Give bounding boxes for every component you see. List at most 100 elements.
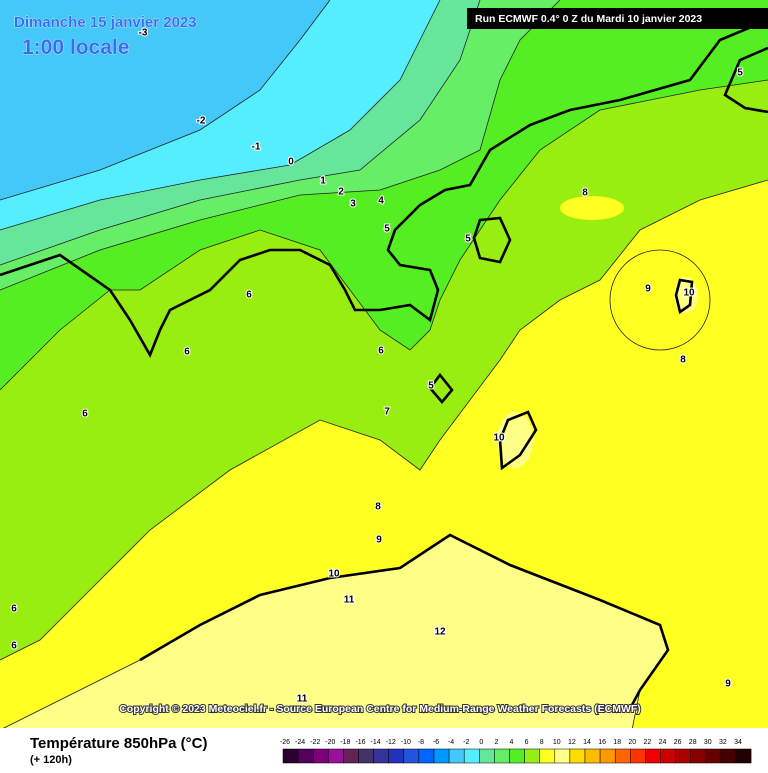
scale-label: 2 <box>494 739 498 746</box>
scale-swatch <box>312 748 329 764</box>
contour-label: 6 <box>184 347 190 358</box>
contour-label: 12 <box>434 627 446 638</box>
scale-label: -22 <box>310 739 320 746</box>
scale-label: 6 <box>525 739 529 746</box>
contour <box>0 0 561 291</box>
field <box>0 0 330 200</box>
scale-swatch <box>599 748 616 764</box>
scale-label: 26 <box>674 739 682 746</box>
contour <box>0 179 768 661</box>
scale-label: 24 <box>659 739 667 746</box>
scale-label: -18 <box>340 739 350 746</box>
map-time: 1:00 locale <box>22 36 129 59</box>
thick-contour <box>498 410 538 471</box>
scale-swatch <box>705 748 722 764</box>
scale-label: 22 <box>644 739 652 746</box>
scale-swatch <box>343 748 359 764</box>
contour-lines <box>0 0 768 731</box>
contour-label: 11 <box>297 694 308 705</box>
scale-swatch <box>448 748 465 764</box>
contour-label: 6 <box>11 641 17 652</box>
scale-swatch <box>328 748 344 764</box>
contour-label: -3 <box>139 28 148 39</box>
contour-label: 5 <box>428 381 434 392</box>
scale-label: 8 <box>540 739 544 746</box>
scale-swatch <box>388 748 405 764</box>
scale-swatch <box>282 748 299 764</box>
scale-label: 30 <box>704 739 712 746</box>
scale-swatch <box>675 748 691 764</box>
scale-label: 18 <box>613 739 621 746</box>
scale-swatch <box>418 748 435 764</box>
contour-label: 2 <box>338 187 344 198</box>
contour <box>0 0 441 231</box>
contour-label: 9 <box>725 679 731 690</box>
contour-label: 7 <box>384 407 390 418</box>
legend-title: Température 850hPa (°C) <box>30 735 207 752</box>
thick-contour <box>428 372 454 405</box>
scale-label: -10 <box>401 739 411 746</box>
thick-contour <box>472 216 512 264</box>
contour-label: 9 <box>376 535 382 546</box>
contour-label: 10 <box>493 433 505 444</box>
scale-swatch <box>509 748 525 764</box>
scale-label: 28 <box>689 739 697 746</box>
contour-label: 6 <box>82 409 88 420</box>
scale-label: 16 <box>598 739 606 746</box>
contour-label: 4 <box>378 196 384 207</box>
scale-swatch <box>735 748 752 764</box>
scale-swatch <box>554 748 571 764</box>
contour-label: -2 <box>197 116 206 127</box>
copyright: Copyright © 2023 Meteociel.fr - Source E… <box>119 703 641 715</box>
contour-label: 5 <box>737 68 743 79</box>
contour-label: 5 <box>384 224 390 235</box>
contour-label: 3 <box>350 199 356 210</box>
scale-swatch <box>630 748 646 764</box>
thick-contour <box>723 46 768 114</box>
contour-label: 6 <box>11 604 17 615</box>
contour-label: 6 <box>246 290 252 301</box>
contour-label: 1 <box>320 176 326 187</box>
contour <box>0 79 768 391</box>
scale-label: -24 <box>295 739 305 746</box>
scale-swatch <box>690 748 707 764</box>
scale-swatch <box>494 748 510 764</box>
contour-label: 9 <box>645 284 651 295</box>
scale-label: 0 <box>479 739 483 746</box>
scale-label: -4 <box>448 739 454 746</box>
field <box>560 196 624 220</box>
field <box>250 268 294 324</box>
color-scale: -26 -24 -22 -20 -18 -16 -14 -12 -10 -8 -6 -4 -2 0 2 4 6 8… <box>280 739 752 764</box>
contour-label: 6 <box>378 346 384 357</box>
scale-label: -12 <box>386 739 396 746</box>
contour-label: 10 <box>328 569 340 580</box>
scale-label: 20 <box>628 739 636 746</box>
thick-contour <box>0 18 768 358</box>
contour-label: -1 <box>252 142 261 153</box>
scale-label: 32 <box>719 739 727 746</box>
scale-label: -14 <box>371 739 381 746</box>
thick-contour <box>139 533 670 706</box>
scale-label: 14 <box>583 739 591 746</box>
scale-label: -16 <box>355 739 365 746</box>
scale-swatch <box>660 748 676 764</box>
contour-label: 10 <box>683 288 695 299</box>
scale-label: -20 <box>325 739 335 746</box>
scale-swatch <box>358 748 374 764</box>
map-date: Dimanche 15 janvier 2023 <box>14 14 197 31</box>
scale-swatch <box>463 748 480 764</box>
scale-label: -6 <box>433 739 439 746</box>
scale-label: -26 <box>280 739 290 746</box>
contour-label: 0 <box>288 157 294 168</box>
contour-label: 5 <box>465 234 471 245</box>
scale-label: 34 <box>734 739 742 746</box>
contour-label: 8 <box>582 188 588 199</box>
contour <box>0 0 481 266</box>
contour <box>0 0 331 201</box>
scale-swatch <box>614 748 631 764</box>
scale-label: 12 <box>568 739 576 746</box>
scale-swatch <box>569 748 586 764</box>
scale-swatch <box>524 748 540 764</box>
scale-label: 10 <box>553 739 561 746</box>
